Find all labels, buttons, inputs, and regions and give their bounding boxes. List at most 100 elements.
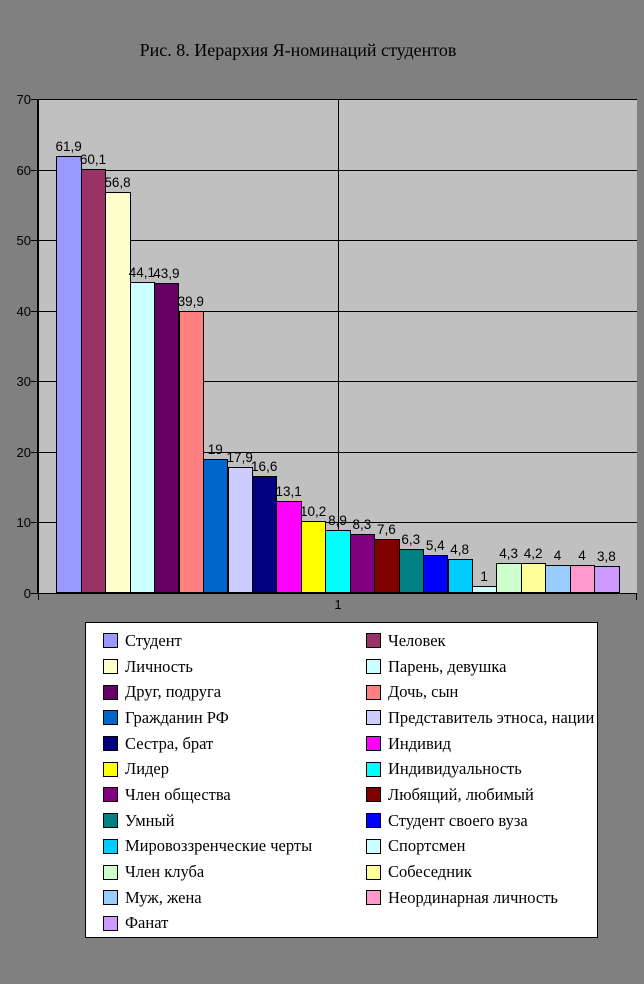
gridline-10 bbox=[38, 522, 637, 523]
y-axis-tick-0 bbox=[31, 593, 38, 594]
y-axis-line bbox=[37, 99, 39, 594]
legend-swatch-16 bbox=[366, 813, 381, 829]
bar-15-series bbox=[398, 549, 424, 593]
legend-label-8: Представитель этноса, нации bbox=[388, 707, 595, 727]
legend-swatch-19 bbox=[103, 864, 118, 880]
gridline-50 bbox=[38, 240, 637, 241]
legend-swatch-20 bbox=[366, 864, 381, 880]
gridline-70 bbox=[38, 99, 637, 100]
legend-label-2: Человек bbox=[388, 630, 446, 650]
y-axis-label-40: 40 bbox=[16, 304, 31, 319]
legend-item-17: Мировоззренческие черты bbox=[103, 834, 366, 860]
y-axis-label-10: 10 bbox=[16, 515, 31, 530]
bar-11-series bbox=[300, 521, 327, 593]
x-axis-end-tick-left bbox=[38, 593, 39, 600]
legend-label-5: Друг, подруга bbox=[125, 682, 222, 702]
bar-value-label-5: 43,9 bbox=[153, 266, 180, 281]
bar-value-label-19: 4,3 bbox=[499, 546, 518, 561]
bar-18-series bbox=[472, 586, 498, 593]
legend-swatch-9 bbox=[103, 736, 118, 752]
legend-item-19: Член клуба bbox=[103, 859, 366, 885]
legend-swatch-8 bbox=[366, 710, 381, 726]
legend-swatch-17 bbox=[103, 838, 118, 854]
legend-item-3: Личность bbox=[103, 654, 366, 680]
gridline-40 bbox=[38, 311, 637, 312]
bar-13-series bbox=[349, 534, 376, 593]
legend-swatch-3 bbox=[103, 659, 118, 675]
bar-value-label-6: 39,9 bbox=[177, 294, 204, 309]
legend-label-4: Парень, девушка bbox=[388, 656, 507, 676]
legend-label-11: Лидер bbox=[125, 759, 169, 779]
legend-item-15: Умный bbox=[103, 808, 366, 834]
bar-4-series bbox=[129, 282, 156, 593]
bar-value-label-22: 4 bbox=[578, 548, 586, 563]
legend-label-9: Сестра, брат bbox=[125, 733, 214, 753]
bar-21-series bbox=[545, 565, 571, 593]
x-axis-category-label: 1 bbox=[334, 597, 342, 612]
gridline-60 bbox=[38, 170, 637, 171]
bar-value-label-7: 19 bbox=[207, 442, 223, 457]
legend-swatch-22 bbox=[366, 890, 381, 906]
legend-swatch-10 bbox=[366, 736, 381, 752]
legend-item-18: Спортсмен bbox=[366, 834, 597, 860]
legend-label-7: Гражданин РФ bbox=[125, 707, 229, 727]
x-axis-line bbox=[37, 593, 637, 594]
bar-value-label-21: 4 bbox=[553, 548, 562, 563]
legend-item-13: Член общества bbox=[103, 782, 366, 808]
legend-swatch-11 bbox=[103, 761, 118, 777]
bar-value-label-8: 17,9 bbox=[226, 450, 253, 465]
legend-swatch-2 bbox=[366, 633, 381, 649]
legend-swatch-1 bbox=[103, 633, 118, 649]
legend-swatch-5 bbox=[103, 684, 118, 700]
bar-1-series bbox=[56, 156, 82, 593]
plot-area: 61,9 60,1 56,8 44,1 43,9 39,9 19 17,9 16,6 13,1 10… bbox=[38, 99, 637, 593]
bar-20-series bbox=[520, 563, 547, 593]
y-axis-tick-40 bbox=[31, 311, 38, 312]
y-axis-label-0: 0 bbox=[23, 586, 31, 601]
bar-value-label-3: 56,8 bbox=[104, 175, 131, 190]
legend-label-18: Спортсмен bbox=[388, 836, 466, 856]
legend-item-22: Неординарная личность bbox=[366, 885, 597, 911]
x-axis-end-tick-right bbox=[636, 593, 637, 600]
y-axis-label-60: 60 bbox=[16, 163, 31, 178]
bar-value-label-11: 10,2 bbox=[299, 504, 327, 519]
legend-item-8: Представитель этноса, нации bbox=[366, 705, 597, 731]
legend-item-12: Индивидуальность bbox=[366, 756, 597, 782]
legend-item-2: Человек bbox=[366, 628, 597, 654]
legend-label-13: Член общества bbox=[125, 784, 231, 804]
legend-label-3: Личность bbox=[125, 656, 193, 676]
bar-8-series bbox=[227, 467, 253, 593]
bar-19-series bbox=[496, 563, 522, 593]
bar-value-label-20: 4,2 bbox=[523, 546, 543, 561]
bar-value-label-16: 5,4 bbox=[425, 538, 445, 553]
legend-label-14: Любящий, любимый bbox=[388, 784, 534, 804]
bar-value-label-15: 6,3 bbox=[401, 532, 421, 547]
chart-title: Рис. 8. Иерархия Я-номинаций студентов bbox=[139, 40, 457, 60]
legend-item-23: Фанат bbox=[103, 911, 366, 937]
bar-7-series bbox=[203, 459, 229, 593]
legend-label-10: Индивид bbox=[388, 733, 451, 753]
bar-value-label-18: 1 bbox=[480, 569, 488, 584]
bar-3-series bbox=[105, 192, 131, 593]
bar-value-label-4: 44,1 bbox=[128, 265, 156, 280]
legend-swatch-18 bbox=[366, 838, 381, 854]
bar-value-label-10: 13,1 bbox=[275, 484, 302, 499]
y-axis-tick-50 bbox=[31, 240, 38, 241]
legend-label-22: Неординарная личность bbox=[388, 887, 558, 907]
bar-value-label-13: 8,3 bbox=[352, 517, 372, 532]
legend-item-9: Сестра, брат bbox=[103, 731, 366, 757]
bar-5-series bbox=[154, 283, 180, 593]
bar-2-series bbox=[80, 169, 107, 593]
legend-label-17: Мировоззренческие черты bbox=[125, 836, 313, 856]
bar-value-label-14: 7,6 bbox=[377, 522, 396, 537]
legend-swatch-7 bbox=[103, 710, 118, 726]
legend-item-7: Гражданин РФ bbox=[103, 705, 366, 731]
legend-item-16: Студент своего вуза bbox=[366, 808, 597, 834]
y-axis-label-30: 30 bbox=[16, 374, 31, 389]
legend-item-21: Муж, жена bbox=[103, 885, 366, 911]
y-axis-label-20: 20 bbox=[16, 445, 31, 460]
y-axis-label-50: 50 bbox=[16, 233, 31, 248]
legend-swatch-6 bbox=[366, 684, 381, 700]
legend-label-21: Муж, жена bbox=[125, 887, 202, 907]
bar-value-label-12: 8,9 bbox=[328, 513, 347, 528]
